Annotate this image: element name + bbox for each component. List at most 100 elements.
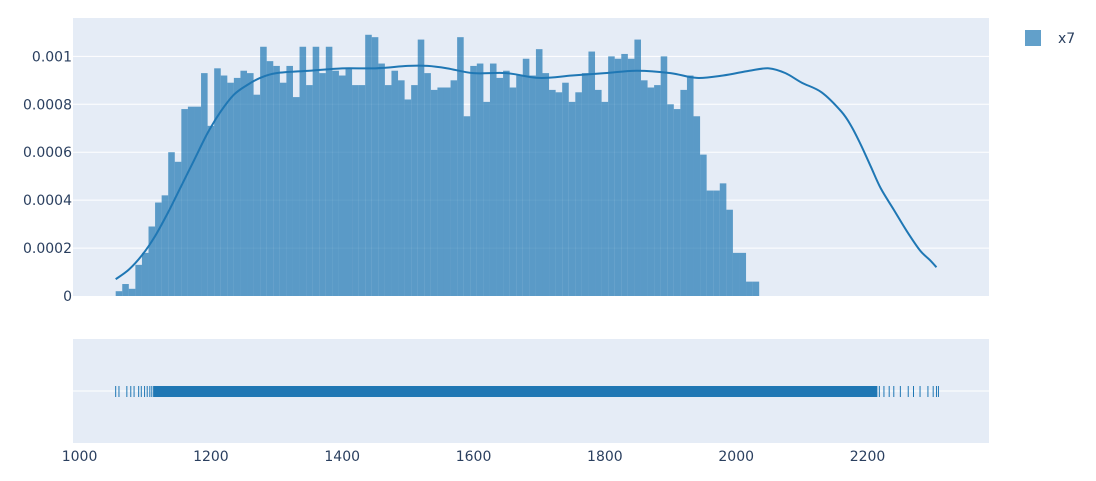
histogram-bar: [516, 75, 523, 296]
histogram-bar: [115, 291, 123, 296]
histogram-bar: [148, 226, 156, 296]
histogram-bar: [621, 53, 628, 297]
histogram-bar: [358, 85, 366, 296]
histogram-bar: [424, 73, 431, 296]
y-tick-label: 0.001: [32, 49, 72, 65]
histogram-bar: [128, 288, 136, 296]
x-tick-label: 1000: [62, 449, 98, 465]
histogram-bar: [568, 101, 576, 297]
histogram-bar: [450, 80, 458, 296]
y-tick-label: 0.0006: [23, 145, 72, 161]
histogram-bar: [352, 85, 359, 296]
histogram-bar: [680, 89, 687, 297]
histogram-bar: [286, 65, 293, 297]
y-tick-label: 0: [63, 289, 72, 305]
histogram-bar: [378, 63, 385, 296]
x-tick-label: 1400: [324, 449, 360, 465]
histogram-bar: [332, 70, 339, 296]
histogram-bar: [608, 56, 615, 297]
histogram-bar: [706, 190, 714, 296]
histogram-bar: [588, 51, 596, 296]
histogram-bar: [562, 82, 569, 296]
histogram-bar: [483, 101, 490, 297]
histogram-bar: [391, 70, 399, 296]
histogram-bar: [325, 46, 333, 296]
histogram-bar: [575, 92, 582, 296]
histogram-bar: [207, 125, 215, 297]
histogram-bar: [338, 75, 346, 296]
histogram-bar: [535, 49, 543, 296]
histogram-bar: [404, 99, 412, 296]
histogram-bar: [384, 85, 392, 296]
histogram-bar: [463, 116, 471, 296]
histogram-bar: [647, 87, 655, 296]
histogram-bar: [273, 65, 280, 297]
legend-label: x7: [1058, 31, 1075, 47]
histogram-bar: [529, 75, 536, 296]
histogram-bar: [194, 106, 202, 296]
histogram-bar: [746, 281, 753, 296]
histogram-bar: [732, 252, 740, 296]
histogram-bar: [233, 77, 241, 297]
histogram-bar: [292, 97, 300, 296]
histogram-bar: [686, 75, 694, 296]
histogram-bar: [470, 65, 477, 297]
y-tick-label: 0.0002: [23, 241, 72, 257]
histogram-bar: [627, 58, 635, 296]
histogram-bar: [555, 92, 563, 296]
x-tick-label: 1600: [456, 449, 492, 465]
histogram-bar: [640, 80, 648, 296]
density-curve: [115, 64, 938, 281]
histogram-bar: [174, 161, 182, 296]
histogram-bar: [430, 89, 438, 297]
histogram-bar: [522, 58, 530, 296]
histogram-bar: [227, 82, 234, 296]
histogram-bar: [693, 116, 701, 296]
histogram-bars: [115, 34, 760, 297]
histogram-bar: [726, 209, 733, 296]
histogram-bar: [595, 89, 602, 297]
histogram-bar: [266, 61, 274, 296]
histogram-bar: [457, 37, 464, 296]
histogram-bar: [247, 73, 254, 296]
histogram-bar: [667, 104, 674, 296]
histogram-bar: [614, 58, 622, 296]
histogram-bar: [476, 63, 484, 296]
histogram-bar: [371, 37, 379, 296]
histogram-bar: [542, 73, 550, 296]
legend[interactable]: x7: [1025, 30, 1075, 47]
histogram-bar: [299, 46, 307, 296]
histogram-bar: [155, 202, 162, 296]
histogram-bar: [181, 109, 188, 296]
histogram-bar: [306, 85, 313, 296]
histogram-bar: [437, 87, 444, 296]
histogram-bar: [496, 77, 504, 297]
histogram-bar: [443, 87, 451, 296]
histogram-bar: [581, 73, 589, 296]
histogram-bar: [260, 46, 267, 296]
histogram-bar: [660, 56, 668, 297]
histogram-bar: [654, 85, 661, 296]
histogram-bar: [253, 94, 261, 296]
histogram-bar: [141, 252, 149, 296]
histogram-bar: [549, 89, 556, 297]
y-tick-label: 0.0004: [23, 193, 72, 209]
histogram-bar: [240, 70, 248, 296]
x-axis-tick-labels: 1000 1200 1400 1600 1800 2000 2200: [62, 449, 886, 465]
histogram-bar: [345, 68, 353, 297]
x-tick-label: 2200: [850, 449, 886, 465]
histogram-bar: [220, 75, 228, 296]
histogram-bar: [201, 73, 208, 296]
histogram-bar: [417, 39, 425, 296]
histogram-bar: [122, 284, 129, 296]
x-tick-label: 1800: [587, 449, 623, 465]
histogram-bar: [135, 264, 142, 296]
histogram-bar: [673, 109, 681, 296]
x-tick-label: 1200: [193, 449, 229, 465]
rug-band: [153, 386, 878, 397]
histogram-bar: [319, 73, 326, 296]
y-tick-label: 0.0008: [23, 97, 72, 113]
histogram-bar: [601, 101, 609, 297]
rug-plot: [115, 386, 939, 397]
